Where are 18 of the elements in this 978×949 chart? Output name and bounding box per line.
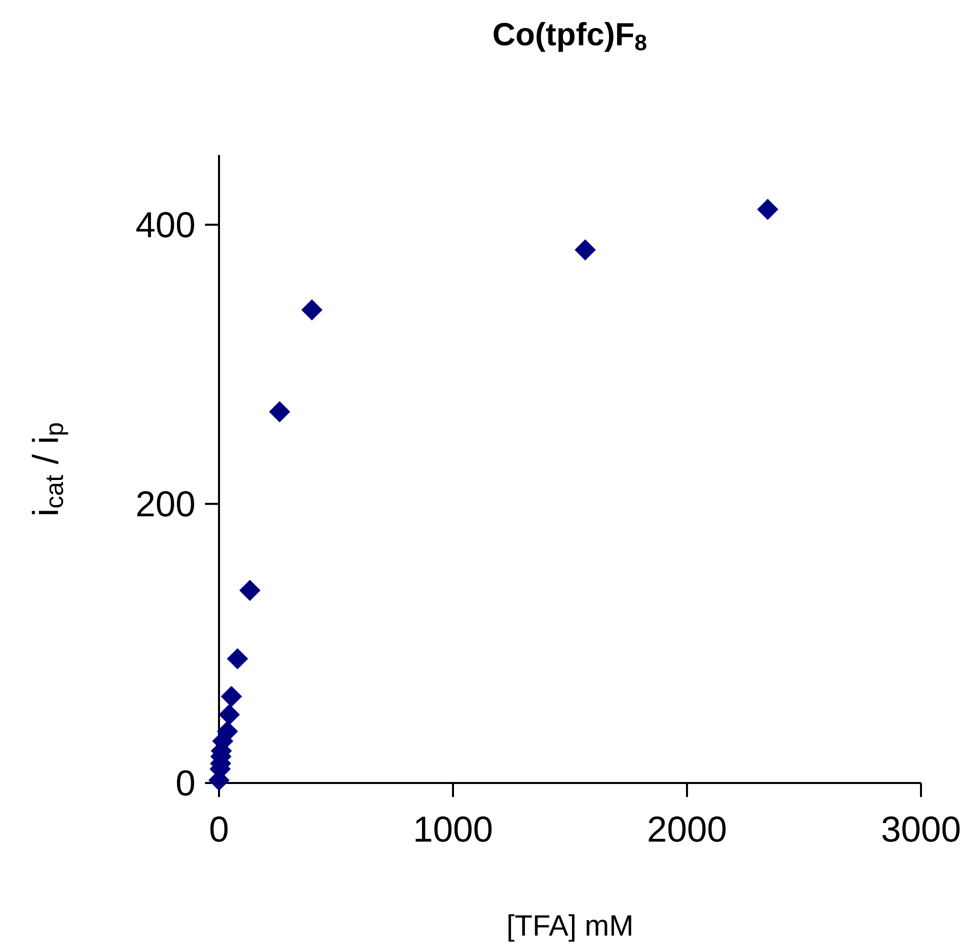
chart-title: Co(tpfc)F$_{8}$	[494, 22, 646, 52]
y-tick-label: 200	[137, 491, 194, 517]
point	[220, 686, 242, 708]
point	[226, 648, 248, 670]
point	[574, 239, 596, 260]
x-axis-title: [TFA] mM	[508, 914, 632, 942]
y-axis-title: i$_{cat}$ / i$_{p}$	[32, 423, 68, 514]
point	[269, 401, 290, 422]
x-tick-label: 1000	[416, 816, 492, 842]
point	[218, 704, 240, 726]
x-tick-label: 2000	[648, 816, 726, 842]
point	[757, 198, 778, 220]
y-tick-label: 400	[136, 212, 194, 238]
point	[301, 299, 322, 320]
x-tick-label: 0	[210, 816, 228, 842]
point	[239, 580, 260, 601]
x-tick-label: 3000	[882, 816, 960, 842]
y-tick-label: 0	[176, 770, 194, 796]
